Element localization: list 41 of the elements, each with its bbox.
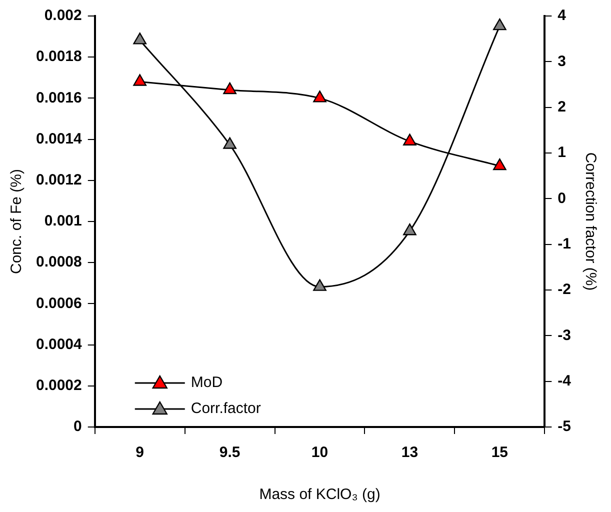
- y-tick-label: 0.0002: [36, 377, 82, 394]
- point: [313, 279, 326, 291]
- point: [493, 18, 506, 30]
- y-axis-title: Conc. of Fe (%): [8, 168, 26, 274]
- point: [403, 223, 416, 236]
- point: [493, 158, 506, 170]
- y2-tick-label: 0: [558, 190, 566, 207]
- y-tick-label: 0.0018: [36, 48, 82, 66]
- x-tick-label: 10: [311, 444, 328, 462]
- x-tick-label: 9.5: [219, 444, 240, 462]
- y2-tick-label: -3: [558, 326, 572, 344]
- point: [223, 82, 236, 94]
- y-tick-label: 0.0008: [36, 254, 82, 271]
- y-tick-label: 0.0012: [36, 172, 82, 189]
- x-tick-label: 9: [136, 444, 144, 462]
- y2-tick-label: 3: [558, 52, 566, 70]
- y2-tick-label: 1: [558, 144, 566, 162]
- point: [313, 90, 326, 102]
- x-tick-label: 13: [401, 444, 418, 462]
- point: [403, 134, 416, 146]
- y2-tick-label: -4: [558, 372, 572, 390]
- legend-label: MoD: [190, 374, 223, 392]
- y-tick-label: 0.001: [44, 212, 82, 230]
- point: [133, 32, 147, 44]
- y2-tick-label: 2: [558, 98, 566, 116]
- legend-label: Corr.factor: [190, 400, 261, 418]
- x-tick-label: 15: [491, 444, 508, 462]
- y-tick-label: 0: [74, 418, 82, 436]
- point: [133, 74, 147, 86]
- x-axis-title: Mass of KClO₃ (g): [259, 486, 380, 504]
- y-tick-label: 0.0016: [36, 89, 82, 106]
- y2-tick-label: 4: [558, 7, 567, 24]
- y-tick-label: 0.0014: [36, 130, 83, 148]
- y2-tick-label: -5: [558, 418, 572, 436]
- y-tick-label: 0.002: [44, 7, 82, 24]
- y-tick-label: 0.0006: [36, 294, 82, 312]
- y-tick-label: 0.0004: [36, 336, 83, 353]
- point: [223, 137, 236, 149]
- y2-tick-label: -2: [558, 281, 572, 298]
- y2-axis-title: Correction factor (%): [582, 152, 599, 291]
- y2-tick-label: -1: [558, 235, 572, 252]
